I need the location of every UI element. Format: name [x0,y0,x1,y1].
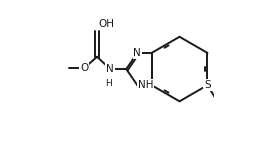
Text: N: N [106,64,114,74]
Text: NH: NH [138,80,153,90]
Text: OH: OH [98,19,114,29]
Text: N: N [133,48,141,58]
Text: O: O [80,63,88,73]
Text: S: S [204,80,211,90]
Text: H: H [105,80,112,89]
